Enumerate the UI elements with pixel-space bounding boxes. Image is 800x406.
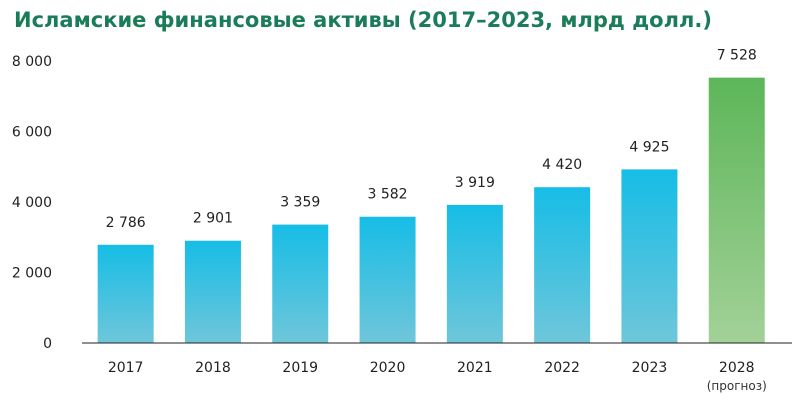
data-label: 2 786 [106, 215, 146, 231]
x-category-label: 2021 [457, 360, 493, 376]
data-label: 7 528 [717, 48, 757, 64]
y-tick-label: 6 000 [12, 125, 52, 141]
y-tick-label: 0 [43, 336, 52, 352]
data-label: 3 919 [455, 175, 495, 191]
bar [534, 187, 591, 343]
bar [184, 240, 241, 343]
chart-title: Исламские финансовые активы (2017–2023, … [14, 8, 712, 32]
x-category-label: 2020 [370, 360, 406, 376]
x-category-label: 2028 [719, 360, 755, 376]
data-label: 3 359 [280, 195, 320, 211]
y-tick-label: 2 000 [12, 266, 52, 282]
y-tick-label: 8 000 [12, 54, 52, 70]
bar-forecast [708, 77, 765, 343]
bar [359, 216, 416, 343]
bar [446, 204, 503, 343]
data-label: 3 582 [368, 187, 408, 203]
bar [97, 244, 154, 343]
data-label: 4 925 [629, 139, 669, 155]
bar [621, 169, 678, 343]
y-tick-label: 4 000 [12, 195, 52, 211]
bar [272, 224, 329, 343]
x-category-label: 2022 [544, 360, 580, 376]
x-category-label: 2019 [282, 360, 318, 376]
x-category-note: (прогноз) [707, 379, 767, 393]
x-category-label: 2018 [195, 360, 231, 376]
x-category-label: 2023 [632, 360, 668, 376]
data-label: 2 901 [193, 211, 233, 227]
x-category-label: 2017 [108, 360, 144, 376]
data-label: 4 420 [542, 157, 582, 173]
